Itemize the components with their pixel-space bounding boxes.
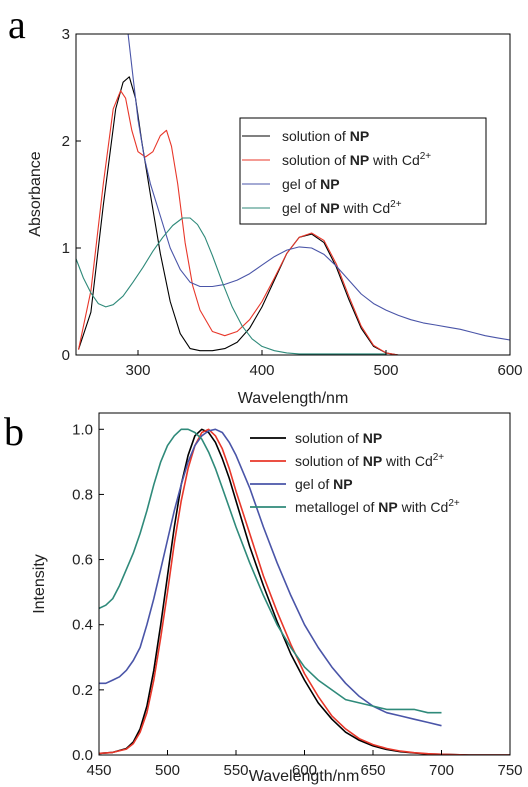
- panel-a-legend-label: solution of NP: [282, 128, 369, 144]
- panel-a-legend-label: gel of NP with Cd2+: [282, 199, 402, 216]
- panel-a-series-line-2: [77, 90, 399, 355]
- panel-a-series-line-4: [76, 217, 386, 355]
- panel-a-xtick-label: 600: [497, 362, 522, 379]
- panel-b-legend-label: metallogel of NP with Cd2+: [295, 498, 460, 515]
- panel-a-label: a: [8, 2, 26, 47]
- panel-b-ytick-label: 0.2: [72, 682, 93, 699]
- panel-b-ytick-label: 1.0: [72, 421, 93, 438]
- panel-b-legend-label: solution of NP: [295, 430, 382, 446]
- panel-b-xtick-label: 600: [292, 762, 317, 779]
- panel-b-series-line-4: [99, 428, 442, 714]
- panel-a-xtick-label: 500: [373, 362, 398, 379]
- panel-b-xlabel: Wavelength/nm: [249, 768, 360, 785]
- panel-a-xlabel: Wavelength/nm: [238, 390, 349, 407]
- panel-a-legend-label: gel of NP: [282, 176, 340, 192]
- panel-b-xtick-label: 500: [155, 762, 180, 779]
- panel-a-ytick-label: 1: [62, 240, 70, 257]
- panel-a-ylabel: Absorbance: [27, 151, 44, 236]
- panel-b-xtick-label: 450: [86, 762, 111, 779]
- panel-b-ylabel: Intensity: [31, 554, 48, 614]
- panel-b-ytick-label: 0.4: [72, 617, 93, 634]
- panel-b-series: [99, 428, 510, 755]
- panel-a-ticks: 300 400 500 600 0 1 2 3: [62, 26, 523, 379]
- panel-a-legend-label: solution of NP with Cd2+: [282, 151, 431, 168]
- panel-b-ytick-label: 0.6: [72, 552, 93, 569]
- panel-a-ytick-label: 0: [62, 347, 70, 364]
- panel-b-ytick-label: 0.8: [72, 486, 93, 503]
- panel-a-series-line-3: [127, 34, 510, 341]
- panel-b-ticks: 450 500 550 600 650 700 750 0.0 0.2 0.4 0.6 0.8 1.0: [72, 421, 522, 779]
- panel-b-xtick-label: 700: [429, 762, 454, 779]
- panel-b-xtick-label: 550: [223, 762, 248, 779]
- panel-a-xtick-label: 400: [249, 362, 274, 379]
- panel-a-frame: [75, 33, 511, 356]
- panel-b-legend-label: gel of NP: [295, 476, 353, 492]
- panel-a-series-line-1: [77, 76, 399, 355]
- panel-a-ytick-label: 3: [62, 26, 70, 43]
- panel-b-xtick-label: 650: [360, 762, 385, 779]
- panel-a-legend-box: [239, 117, 487, 225]
- panel-a-xtick-label: 300: [125, 362, 150, 379]
- panel-a-chart: a 300 400 500 600 0 1 2 3 Wavelength/nm Absorba…: [8, 2, 523, 407]
- panel-b-chart: b 450 500 550 600 650 700 750 0.0 0.2 0.4 0.6 0.8 1.…: [4, 409, 523, 785]
- panel-b-ytick-label: 0.0: [72, 747, 93, 764]
- panel-a-legend: solution of NP solution of NP with Cd2+ ge…: [239, 117, 487, 225]
- panel-a-series: [76, 34, 510, 355]
- panel-b-legend-label: solution of NP with Cd2+: [295, 452, 444, 469]
- panel-b-legend: solution of NP solution of NP with Cd2+ ge…: [250, 430, 460, 515]
- panel-b-series-line-3: [99, 428, 442, 727]
- panel-b-xtick-label: 750: [497, 762, 522, 779]
- panel-b-series-line-1: [99, 428, 510, 755]
- panel-a-ytick-label: 2: [62, 133, 70, 150]
- panel-b-label: b: [4, 409, 24, 454]
- panel-b-series-line-2: [99, 428, 510, 755]
